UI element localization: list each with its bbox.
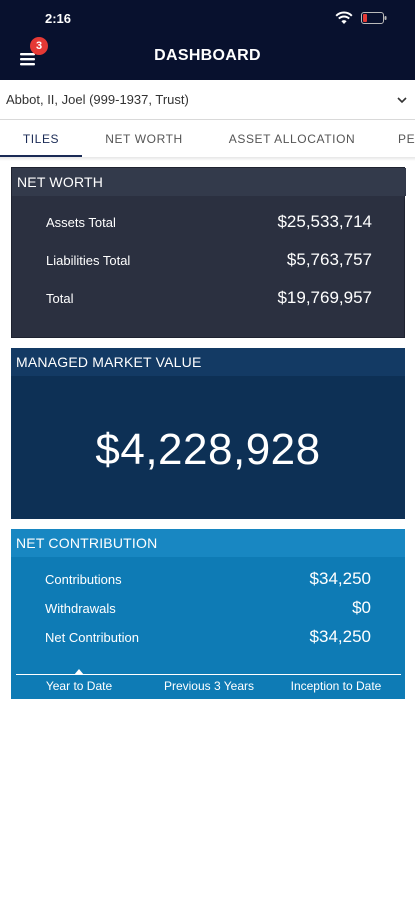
withdrawals-label: Withdrawals — [45, 601, 116, 616]
period-inception-to-date[interactable]: Inception to Date — [290, 679, 382, 693]
period-previous-3-years[interactable]: Previous 3 Years — [163, 679, 255, 693]
tab-net-worth[interactable]: NET WORTH — [105, 132, 183, 146]
net-contribution-title: NET CONTRIBUTION — [11, 529, 405, 557]
net-worth-total-value: $19,769,957 — [277, 288, 372, 307]
wifi-icon — [335, 11, 353, 24]
contributions-value: $34,250 — [309, 569, 371, 588]
tab-asset-allocation[interactable]: ASSET ALLOCATION — [228, 132, 356, 146]
contributions-label: Contributions — [45, 572, 122, 587]
account-selected-label: Abbot, II, Joel (999-1937, Trust) — [6, 92, 189, 107]
managed-market-value-amount: $4,228,928 — [95, 425, 321, 474]
battery-icon — [361, 12, 387, 24]
tab-performance[interactable]: PE — [398, 132, 415, 146]
chevron-down-icon — [397, 97, 407, 104]
page-title: DASHBOARD — [154, 47, 261, 64]
net-worth-card-title: NET WORTH — [12, 168, 406, 196]
managed-market-value-card[interactable]: MANAGED MARKET VALUE $4,228,928 — [11, 348, 405, 519]
period-year-to-date[interactable]: Year to Date — [45, 679, 113, 693]
tab-bar-divider — [0, 157, 415, 161]
tab-bar: TILES NET WORTH ASSET ALLOCATION PE — [0, 121, 415, 157]
account-selector[interactable]: Abbot, II, Joel (999-1937, Trust) — [0, 80, 415, 120]
period-divider — [16, 674, 401, 675]
tab-tiles[interactable]: TILES — [0, 121, 82, 157]
notification-badge: 3 — [30, 37, 48, 55]
status-time: 2:16 — [45, 11, 72, 26]
liabilities-total-value: $5,763,757 — [286, 250, 372, 269]
withdrawals-value: $0 — [352, 598, 371, 617]
net-worth-total-label: Total — [46, 291, 74, 306]
liabilities-total-label: Liabilities Total — [46, 253, 131, 268]
net-contribution-card[interactable]: NET CONTRIBUTION Contributions $34,250 W… — [11, 529, 405, 699]
net-worth-card[interactable]: NET WORTH Assets Total $25,533,714 Liabi… — [11, 167, 406, 338]
assets-total-label: Assets Total — [46, 215, 116, 230]
selected-period-pointer-icon — [74, 669, 84, 675]
net-contribution-value: $34,250 — [309, 627, 371, 646]
assets-total-value: $25,533,714 — [277, 212, 372, 231]
top-bar: 2:16 3 DASHBOARD — [0, 0, 415, 80]
managed-market-value-title: MANAGED MARKET VALUE — [11, 348, 405, 376]
hamburger-menu-icon[interactable] — [17, 48, 39, 70]
net-contribution-label: Net Contribution — [45, 630, 139, 645]
